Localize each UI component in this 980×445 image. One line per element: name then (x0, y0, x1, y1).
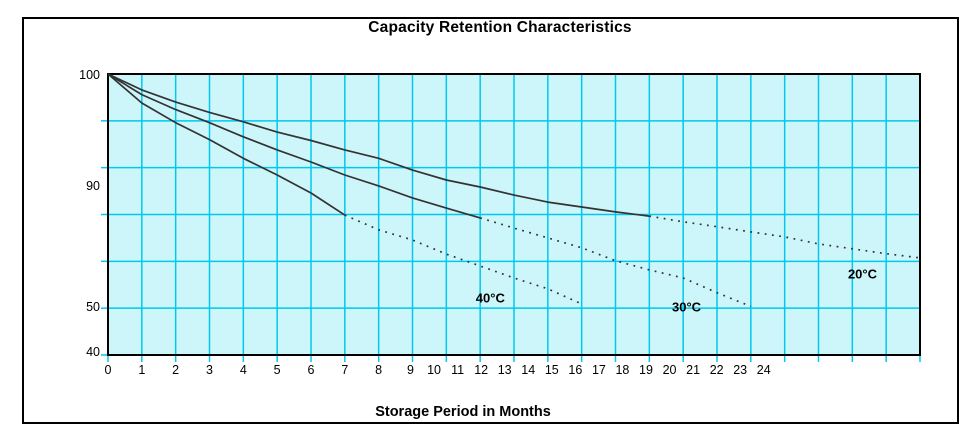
plot-border (107, 73, 921, 356)
x-tick-label-16: 16 (568, 363, 583, 377)
curve-label-30°C: 30°C (672, 299, 702, 315)
x-tick-label-1: 1 (138, 363, 146, 377)
y-tick-label-40: 40 (86, 345, 100, 359)
curve-label-40°C: 40°C (475, 290, 505, 306)
x-tick-label-18: 18 (615, 363, 630, 377)
x-tick-label-9: 9 (407, 363, 414, 377)
x-tick-label-15: 15 (544, 363, 559, 377)
x-tick-label-10: 10 (427, 363, 441, 377)
curve-solid-40°C (107, 73, 346, 216)
x-tick-label-3: 3 (206, 363, 213, 377)
x-tick-label-22: 22 (709, 363, 724, 377)
x-tick-label-8: 8 (375, 363, 383, 377)
curve-label-20°C: 20°C (847, 266, 877, 282)
x-tick-label-24: 24 (756, 363, 771, 377)
y-tick-label-90: 90 (86, 179, 100, 193)
x-tick-label-13: 13 (497, 363, 512, 377)
y-tick-label-100: 100 (79, 68, 100, 82)
curve-solid-30°C (107, 73, 481, 219)
x-tick-label-11: 11 (451, 363, 465, 377)
x-tick-label-5: 5 (273, 363, 281, 377)
curve-solid-20°C (107, 73, 650, 217)
x-tick-label-4: 4 (239, 363, 247, 377)
x-tick-label-19: 19 (639, 363, 653, 377)
x-tick-label-6: 6 (307, 363, 315, 377)
x-tick-label-14: 14 (521, 363, 536, 377)
y-tick-label-50: 50 (86, 300, 100, 314)
x-tick-label-20: 20 (662, 363, 677, 377)
x-tick-label-2: 2 (172, 363, 180, 377)
x-axis-title: Storage Period in Months (375, 404, 551, 420)
x-tick-label-12: 12 (474, 363, 489, 377)
x-tick-label-21: 21 (686, 363, 701, 377)
chart-title: Capacity Retention Characteristics (368, 19, 632, 36)
x-tick-label-17: 17 (591, 363, 606, 377)
x-tick-label-0: 0 (104, 363, 112, 377)
x-tick-label-23: 23 (733, 363, 748, 377)
x-tick-label-7: 7 (341, 363, 349, 377)
